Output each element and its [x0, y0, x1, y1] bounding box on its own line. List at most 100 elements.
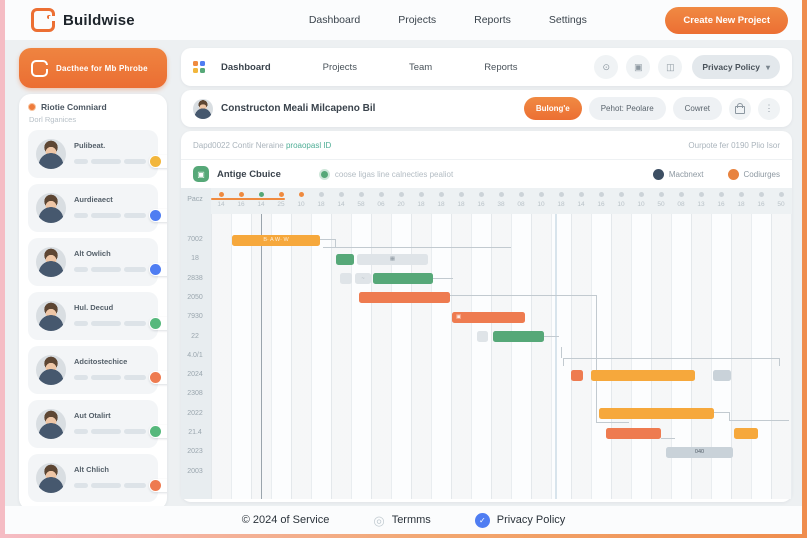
gantt-bar[interactable]	[571, 369, 583, 381]
primary-action-button[interactable]: Bulong'e	[523, 97, 582, 120]
gantt-bar[interactable]: ▣	[452, 311, 525, 323]
timeline-dot-icon	[658, 192, 664, 197]
member-toggle[interactable]	[149, 262, 167, 276]
gantt-bar[interactable]: 040	[666, 446, 733, 458]
member-card[interactable]: Pulibeat.✦	[28, 130, 167, 178]
timeline-dot-icon	[218, 192, 224, 197]
gantt-row-label: 2050	[187, 293, 203, 301]
nav-item-settings[interactable]: Settings	[548, 14, 587, 26]
gantt-bar[interactable]	[477, 331, 488, 342]
gantt-row-labels: Pacz 7002 18 2838 2050 7930 22 4.0/1 2024 2308 202…	[181, 188, 211, 499]
tab-projects[interactable]: Projects	[322, 61, 357, 73]
timeline-day-number: 25	[277, 201, 285, 208]
layout-icon: ◫	[666, 61, 675, 72]
timeline-dot-cell	[571, 192, 591, 197]
dependency-line	[729, 412, 730, 421]
proposal-id-link[interactable]: proaopasl ID	[285, 140, 332, 150]
gantt-bar[interactable]	[606, 427, 661, 439]
icon-button[interactable]: ⊙	[594, 55, 619, 79]
timeline-day-number: 14	[257, 201, 265, 208]
project-avatar	[193, 98, 213, 119]
timeline-day-number: 16	[477, 201, 485, 208]
member-card[interactable]: Alt Owlich✦	[28, 238, 167, 286]
apps-grid-icon[interactable]	[193, 61, 205, 73]
chart-toolbar: Dapd0022 Contir Neraine proaopasl ID Our…	[181, 131, 792, 160]
gantt-bar[interactable]: B· A W· W	[232, 234, 320, 246]
member-card[interactable]: Hul. Decud✦	[28, 292, 167, 340]
skeleton-bar	[91, 266, 121, 272]
gantt-bar[interactable]	[373, 273, 433, 285]
lock-button[interactable]	[729, 97, 751, 120]
legend-item-label: Macbnext	[668, 169, 704, 179]
dependency-line	[563, 358, 780, 359]
icon-button[interactable]: ▣	[626, 55, 651, 79]
today-marker-line	[261, 214, 262, 499]
chevron-down-icon: ▾	[765, 62, 770, 72]
member-card[interactable]: Aut Otalirt✦	[28, 400, 167, 448]
tab-reports[interactable]: Reports	[484, 61, 518, 73]
member-card[interactable]: Alt Chlich✦	[28, 454, 167, 502]
icon-button[interactable]: ◫	[658, 55, 683, 79]
clock-icon: ⊙	[602, 61, 611, 72]
sidebar-cta-button[interactable]: Dacthee for Mb Phrobe	[19, 48, 167, 88]
skeleton-bar	[91, 158, 121, 164]
timeline-dot-icon	[278, 192, 284, 197]
member-card[interactable]: Adcitostechice✦	[28, 346, 167, 394]
gantt-bar[interactable]	[340, 273, 352, 285]
gantt-corner-label: Pacz	[187, 196, 203, 203]
brand[interactable]: Buildwise	[31, 8, 135, 32]
tertiary-action-button[interactable]: Cowret	[672, 97, 722, 120]
member-toggle[interactable]	[149, 154, 167, 168]
nav-item-projects[interactable]: Projects	[398, 14, 437, 26]
member-toggle[interactable]	[149, 316, 167, 330]
gantt-bar[interactable]	[734, 427, 758, 439]
member-toggle[interactable]	[149, 478, 167, 492]
gantt-plot-area[interactable]: B· A W· W ▦ ~ ▣ 040	[211, 214, 792, 499]
gantt-bar[interactable]: ▦	[357, 253, 428, 265]
team-panel: Riotie Comniard Dorl Rganices Pulibeat.✦…	[19, 94, 167, 510]
nav-item-reports[interactable]: Reports	[474, 14, 511, 26]
timeline-dot-icon	[358, 192, 364, 197]
more-button[interactable]: ⋮	[758, 97, 780, 120]
member-card[interactable]: Aurdieaect✦	[28, 184, 167, 232]
copyright-text: © 2024 of Service	[241, 514, 330, 526]
tab-dashboard[interactable]: Dashboard	[221, 61, 271, 73]
timeline-day-number: 14	[337, 201, 345, 208]
timeline-dot-icon	[318, 192, 324, 197]
gantt-row-label: 2022	[187, 409, 203, 417]
member-progress	[74, 154, 167, 168]
gantt-bar[interactable]	[359, 292, 450, 304]
member-progress	[74, 424, 167, 438]
nav-item-dashboard[interactable]: Dashboard	[308, 14, 361, 26]
gantt-bar[interactable]	[713, 369, 731, 381]
buildwise-logo-icon	[31, 59, 49, 77]
timeline-dot-icon	[778, 192, 784, 197]
secondary-action-button[interactable]: Pehot: Peolare	[588, 97, 666, 120]
skeleton-bar	[124, 428, 146, 434]
team-panel-title-text: Riotie Comniard	[41, 102, 107, 112]
timeline-dot-cell	[551, 192, 571, 197]
tab-team[interactable]: Team	[408, 61, 433, 73]
gantt-bar[interactable]	[591, 369, 695, 381]
footer-privacy-link[interactable]: ✓ Privacy Policy	[474, 512, 565, 528]
gantt-bar[interactable]	[336, 253, 354, 265]
timeline-dot-cell	[351, 192, 371, 197]
timeline-day-number: 10	[297, 201, 305, 208]
member-avatar	[36, 301, 66, 331]
footer-terms-link[interactable]: ◎ Termms	[373, 514, 430, 527]
chart-legend: coose ligas line calnecties pealiot	[318, 168, 453, 180]
create-new-project-button[interactable]: Create New Project	[665, 6, 788, 34]
timeline-dot-cell	[431, 192, 451, 197]
gantt-bar[interactable]	[599, 408, 714, 420]
member-toggle[interactable]	[149, 424, 167, 438]
skeleton-bar	[91, 374, 121, 380]
gantt-bar[interactable]	[493, 331, 544, 342]
gantt-bar[interactable]: ~	[355, 273, 371, 285]
timeline-day-number: 20	[397, 201, 405, 208]
timeline-dot-icon	[598, 192, 604, 197]
member-toggle[interactable]	[149, 208, 167, 222]
privacy-policy-dropdown[interactable]: Privacy Policy ▾	[692, 55, 780, 79]
timeline-dot-icon	[478, 192, 484, 197]
member-toggle[interactable]	[149, 370, 167, 384]
timeline-day-number: 08	[677, 201, 685, 208]
